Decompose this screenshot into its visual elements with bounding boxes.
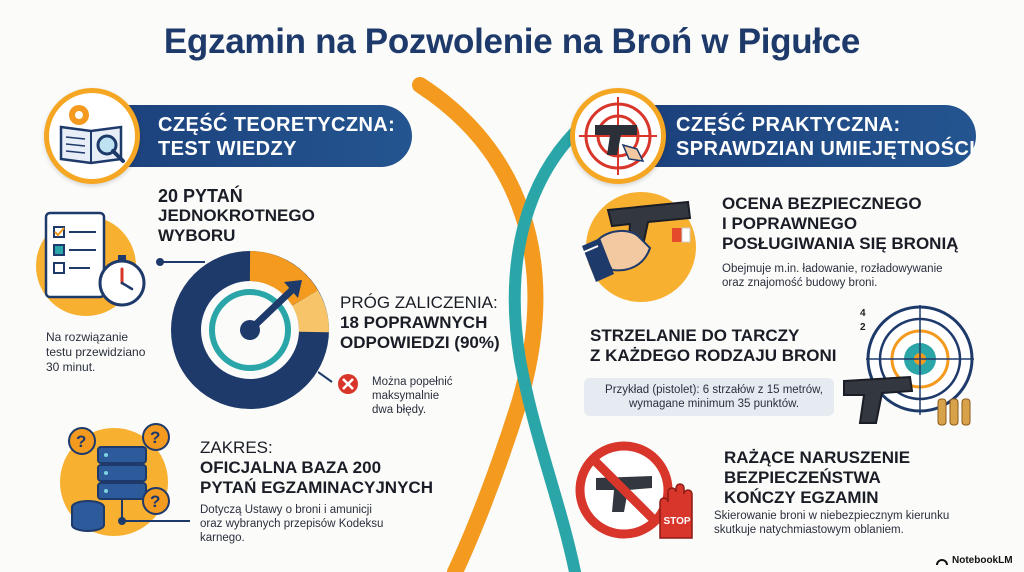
hand-pistol-icon bbox=[582, 200, 692, 282]
target-number-2: 2 bbox=[860, 322, 866, 333]
scope-note-line1: Dotyczą Ustawy o broni i amunicji bbox=[200, 504, 372, 516]
violation-note: Skierowanie broni w niebezpiecznym kieru… bbox=[714, 509, 949, 537]
mistakes-line3: dwa błędy. bbox=[372, 404, 427, 416]
threshold-line1: 18 POPRAWNYCH bbox=[340, 313, 488, 332]
violation-line2: BEZPIECZEŃSTWA bbox=[724, 468, 881, 487]
target-pistol-icon bbox=[579, 97, 657, 175]
scope-note: Dotyczą Ustawy o broni i amunicji oraz w… bbox=[200, 503, 383, 545]
left-banner-line2: TEST WIEDZY bbox=[158, 138, 297, 160]
time-note-line1: Na rozwiązanie bbox=[46, 330, 129, 344]
svg-text:?: ? bbox=[150, 492, 160, 511]
footer-brand-text: NotebookLM bbox=[952, 555, 1013, 566]
violation-line3: KOŃCZY EGZAMIN bbox=[724, 488, 879, 507]
shooting-line2: Z KAŻDEGO RODZAJU BRONI bbox=[590, 346, 837, 365]
violation-line1: RAŻĄCE NARUSZENIE bbox=[724, 448, 911, 467]
handling-note-line2: oraz znajomość budowy broni. bbox=[722, 277, 878, 289]
book-gear-icon bbox=[59, 105, 125, 165]
scope-label: ZAKRES: bbox=[200, 438, 273, 457]
questions-line3: WYBORU bbox=[158, 226, 236, 245]
questions-line2: JEDNOKROTNEGO bbox=[158, 206, 315, 225]
shooting-heading: STRZELANIE DO TARCZY Z KAŻDEGO RODZAJU B… bbox=[590, 326, 837, 366]
notebooklm-logo-icon bbox=[936, 558, 948, 565]
mistakes-line2: maksymalnie bbox=[372, 390, 440, 402]
checklist-stopwatch-icon bbox=[44, 211, 146, 307]
violation-note-line2: skutkuje natychmiastowym oblaniem. bbox=[714, 524, 904, 536]
shooting-line1: STRZELANIE DO TARCZY bbox=[590, 326, 800, 345]
right-banner-line2: SPRAWDZIAN UMIEJĘTNOŚCI bbox=[676, 138, 976, 160]
shooting-target-icon bbox=[843, 305, 974, 426]
threshold-line2: ODPOWIEDZI (90%) bbox=[340, 333, 500, 352]
error-x-icon bbox=[318, 371, 358, 394]
questions-heading: 20 PYTAŃ JEDNOKROTNEGO WYBORU bbox=[158, 186, 315, 246]
scope-note-line3: karnego. bbox=[200, 532, 245, 544]
svg-text:?: ? bbox=[76, 432, 86, 451]
scope-line2: PYTAŃ EGZAMINACYJNYCH bbox=[200, 478, 433, 497]
scope-note-line2: oraz wybranych przepisów Kodeksu bbox=[200, 518, 384, 530]
shooting-note-line1: Przykład (pistolet): 6 strzałów z 15 met… bbox=[605, 384, 823, 396]
time-note-line3: 30 minut. bbox=[46, 360, 96, 374]
handling-heading: OCENA BEZPIECZNEGO I POPRAWNEGO POSŁUGIW… bbox=[722, 194, 958, 254]
left-banner-line1: CZĘŚĆ TEORETYCZNA: bbox=[158, 114, 396, 136]
stop-label: STOP bbox=[663, 516, 691, 527]
shooting-note-box: Przykład (pistolet): 6 strzałów z 15 met… bbox=[584, 378, 834, 416]
stop-hand-icon bbox=[659, 483, 693, 539]
questions-line1: 20 PYTAŃ bbox=[158, 186, 243, 206]
gauge-icon bbox=[156, 251, 329, 409]
target-pistol-badge bbox=[570, 88, 666, 184]
shooting-note-line2: wymagane minimum 35 punktów. bbox=[628, 398, 800, 410]
handling-line1: OCENA BEZPIECZNEGO bbox=[722, 194, 922, 213]
mistakes-note: Można popełnić maksymalnie dwa błędy. bbox=[372, 375, 453, 417]
handling-line2: I POPRAWNEGO bbox=[722, 214, 858, 233]
handling-note-line1: Obejmuje m.in. ładowanie, rozładowywanie bbox=[722, 263, 943, 275]
violation-heading: RAŻĄCE NARUSZENIE BEZPIECZEŃSTWA KOŃCZY … bbox=[724, 448, 910, 508]
violation-note-line1: Skierowanie broni w niebezpiecznym kieru… bbox=[714, 510, 950, 522]
time-note-line2: testu przewidziano bbox=[46, 345, 146, 359]
mistakes-line1: Można popełnić bbox=[372, 376, 453, 388]
scope-line1: OFICJALNA BAZA 200 bbox=[200, 458, 382, 477]
threshold-block: PRÓG ZALICZENIA: 18 POPRAWNYCH ODPOWIEDZ… bbox=[340, 293, 500, 353]
time-note: Na rozwiązanie testu przewidziano 30 min… bbox=[46, 330, 145, 375]
svg-text:?: ? bbox=[150, 428, 160, 447]
target-number-4: 4 bbox=[860, 308, 866, 319]
page-title: Egzamin na Pozwolenie na Broń w Pigułce bbox=[163, 22, 861, 61]
footer-brand: NotebookLM bbox=[936, 555, 1013, 566]
database-question-icon: ? ? ? bbox=[68, 423, 190, 532]
right-banner-line1: CZĘŚĆ PRAKTYCZNA: bbox=[676, 114, 901, 136]
book-gear-badge bbox=[44, 88, 140, 184]
threshold-label: PRÓG ZALICZENIA: bbox=[340, 293, 498, 312]
right-banner: CZĘŚĆ PRAKTYCZNA: SPRAWDZIAN UMIEJĘTNOŚC… bbox=[610, 105, 976, 167]
scope-block: ZAKRES: OFICJALNA BAZA 200 PYTAŃ EGZAMIN… bbox=[200, 438, 433, 498]
handling-line3: POSŁUGIWANIA SIĘ BRONIĄ bbox=[722, 234, 959, 253]
handling-note: Obejmuje m.in. ładowanie, rozładowywanie… bbox=[722, 262, 943, 290]
